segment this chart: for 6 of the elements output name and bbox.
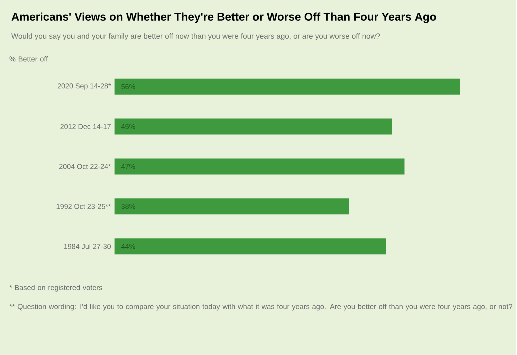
bar xyxy=(114,238,386,254)
bar xyxy=(114,198,350,214)
bar xyxy=(114,78,460,95)
chart-title: Americans' Views on Whether They're Better or Worse Off Than Four Years Ago xyxy=(12,12,436,24)
bar xyxy=(114,158,405,175)
bar xyxy=(114,118,392,135)
